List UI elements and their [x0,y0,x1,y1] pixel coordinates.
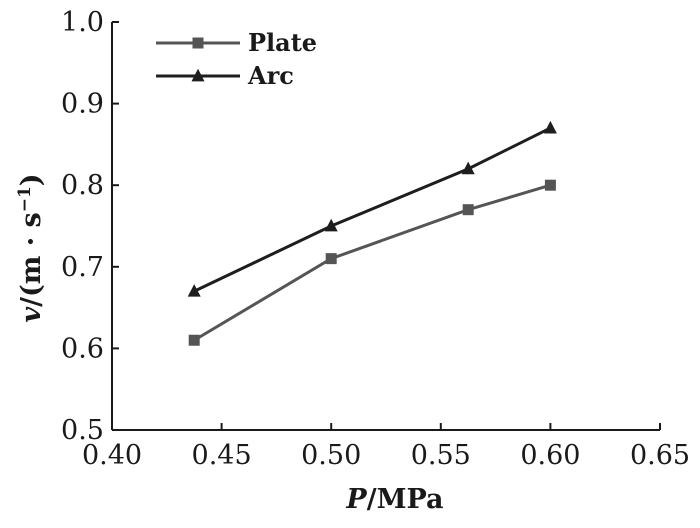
y-axis-var: v [16,307,47,323]
legend-marker-plate [192,37,204,49]
data-point-arc [543,120,557,134]
data-point-arc [324,218,338,232]
x-tick-label: 0.40 [82,440,142,471]
y-axis-exponent: −1 [15,186,35,212]
series-arc [187,120,557,297]
data-point-arc [187,284,201,297]
x-tick-label: 0.65 [630,440,690,471]
axes [111,22,660,431]
x-axis-var: P [345,484,367,515]
x-tick-label: 0.45 [192,440,252,471]
series-line-plate [193,183,551,342]
data-point-plate [544,179,556,191]
y-tick-label: 0.8 [61,170,104,201]
x-axis-title: P/MPa [345,484,443,515]
data-point-plate [188,334,200,346]
x-axis-unit: /MPa [367,484,444,515]
series-plate [188,179,556,346]
legend-label-plate: Plate [248,28,317,57]
y-axis-ticks: 0.5 0.6 0.7 0.8 0.9 1.0 [61,7,119,446]
y-axis-title: v/(m · s−1) [15,173,47,322]
series-group [187,120,557,346]
legend-marker-arc [191,68,205,82]
y-tick-label: 0.5 [61,415,104,446]
legend: Plate Arc [156,28,317,90]
x-tick-label: 0.50 [301,440,361,471]
legend-item-arc: Arc [156,61,294,90]
x-tick-label: 0.55 [411,440,471,471]
data-point-plate [462,204,474,216]
y-tick-label: 0.9 [61,89,104,120]
x-tick-label: 0.60 [520,440,580,471]
y-axis-unit: /(m · s [16,212,47,307]
x-axis-ticks: 0.40 0.45 0.50 0.55 0.60 0.65 [82,423,690,471]
data-point-arc [461,161,475,175]
legend-item-plate: Plate [156,28,317,57]
data-point-plate [325,253,337,265]
legend-label-arc: Arc [247,61,294,90]
y-tick-label: 0.7 [61,252,104,283]
y-tick-label: 0.6 [61,333,104,364]
y-tick-label: 1.0 [61,7,104,38]
y-axis-close: ) [16,173,47,186]
series-line-arc [193,126,552,293]
